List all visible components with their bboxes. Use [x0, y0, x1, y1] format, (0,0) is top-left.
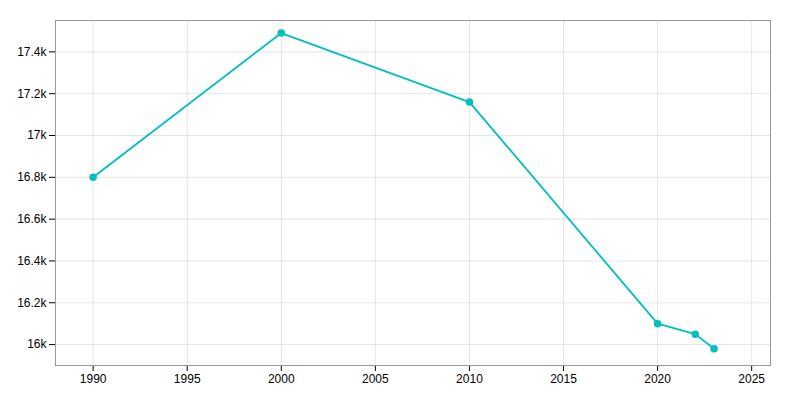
svg-text:2020: 2020 [644, 372, 671, 386]
svg-text:1990: 1990 [80, 372, 107, 386]
svg-text:2025: 2025 [738, 372, 765, 386]
svg-text:17k: 17k [27, 128, 47, 142]
svg-text:17.4k: 17.4k [17, 45, 47, 59]
svg-text:1995: 1995 [174, 372, 201, 386]
svg-text:2015: 2015 [550, 372, 577, 386]
svg-text:16k: 16k [27, 337, 47, 351]
svg-text:16.6k: 16.6k [17, 212, 47, 226]
svg-text:2010: 2010 [456, 372, 483, 386]
svg-text:16.4k: 16.4k [17, 254, 47, 268]
svg-text:17.2k: 17.2k [17, 87, 47, 101]
svg-text:2000: 2000 [268, 372, 295, 386]
svg-text:2005: 2005 [362, 372, 389, 386]
svg-text:16.2k: 16.2k [17, 296, 47, 310]
svg-text:16.8k: 16.8k [17, 170, 47, 184]
